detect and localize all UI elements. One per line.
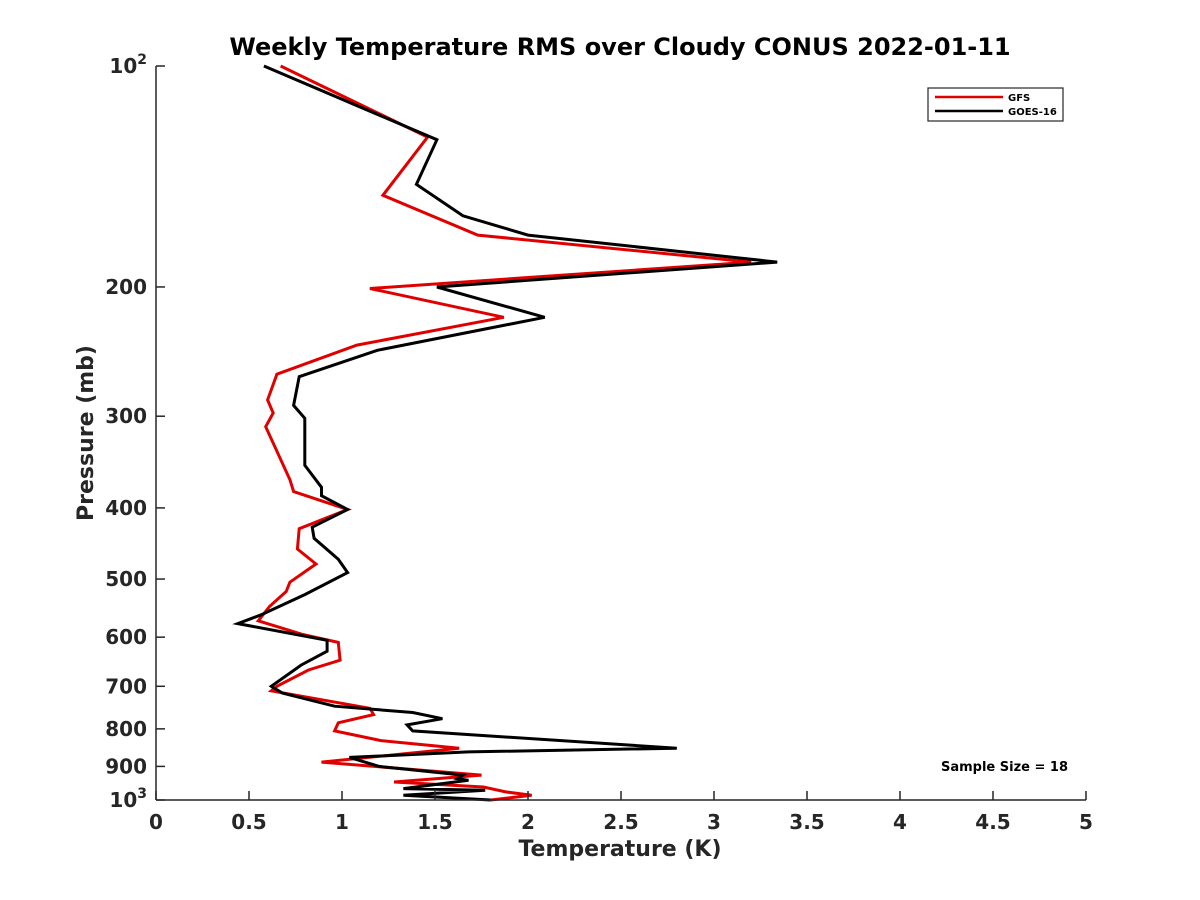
- y-tick-label: 600: [105, 625, 147, 649]
- y-tick-label: 400: [105, 496, 147, 520]
- x-tick-label: 2: [521, 810, 535, 834]
- x-tick-label: 0.5: [231, 810, 266, 834]
- legend: GFS GOES-16: [927, 87, 1064, 122]
- y-tick-label: 800: [105, 717, 147, 741]
- series-line-gfs: [255, 64, 752, 802]
- legend-label-gfs: GFS: [1008, 93, 1030, 104]
- y-tick-label: 102: [109, 52, 147, 78]
- y-tick-label: 103: [109, 786, 147, 812]
- x-tick-label: 1.5: [417, 810, 452, 834]
- x-tick-label: 1: [335, 810, 349, 834]
- legend-label-goes16: GOES-16: [1008, 107, 1057, 118]
- x-tick-label: 4.5: [975, 810, 1010, 834]
- y-tick-label-exponent: 3: [137, 786, 147, 802]
- x-tick-label: 3: [707, 810, 721, 834]
- sample-size-annotation: Sample Size = 18: [941, 760, 1068, 775]
- x-tick-label: 2.5: [603, 810, 638, 834]
- chart-title: Weekly Temperature RMS over Cloudy CONUS…: [229, 33, 1010, 61]
- y-tick-label-exponent: 2: [137, 52, 147, 68]
- y-axis-label: Pressure (mb): [74, 345, 99, 521]
- y-tick-label: 200: [105, 275, 147, 299]
- y-tick-label-base: 10: [109, 54, 137, 78]
- legend-box: [927, 87, 1064, 122]
- series-line-goes16: [232, 64, 778, 802]
- x-axis-label: Temperature (K): [518, 837, 721, 862]
- y-tick-label-base: 10: [109, 788, 137, 812]
- y-tick-label: 500: [105, 567, 147, 591]
- x-tick-label: 0: [149, 810, 163, 834]
- series-layer: [232, 64, 778, 802]
- y-tick-label: 900: [105, 754, 147, 778]
- y-tick-label: 300: [105, 404, 147, 428]
- x-tick-label: 3.5: [789, 810, 824, 834]
- x-tick-label: 5: [1079, 810, 1093, 834]
- x-tick-label: 4: [893, 810, 907, 834]
- axes: 0 0.5 1 1.5 2 2.5 3 3.5 4 4.5 51022003004005006007…: [105, 52, 1093, 834]
- y-tick-label: 700: [105, 674, 147, 698]
